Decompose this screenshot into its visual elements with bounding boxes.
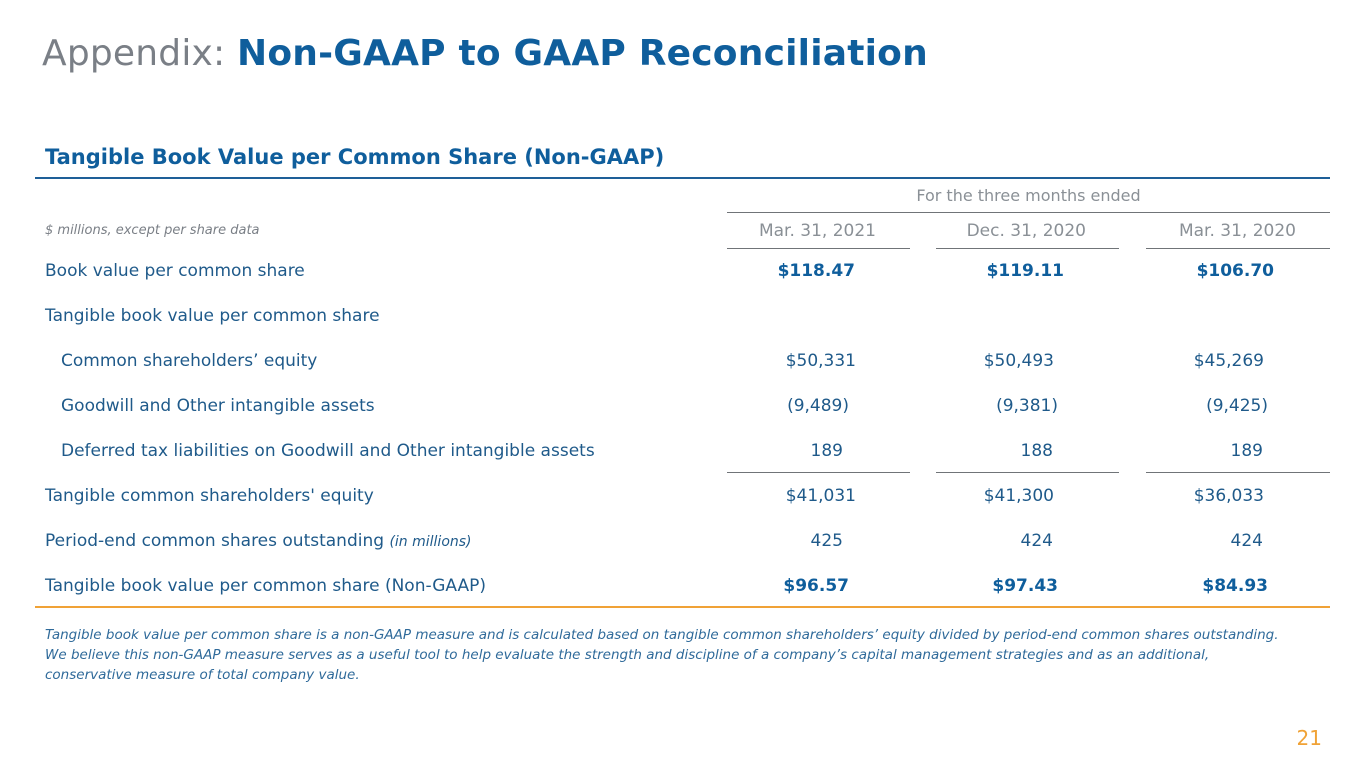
table-cell: 188 — [1020, 441, 1053, 461]
period-header-rule — [727, 212, 1330, 213]
table-cell: $41,031 — [785, 486, 856, 506]
units-note: $ millions, except per share data — [45, 223, 260, 238]
row-label-tbv-heading: Tangible book value per common share — [45, 306, 380, 326]
column-header-mar-2020: Mar. 31, 2020 — [1178, 221, 1296, 241]
subtotal-rule — [936, 472, 1119, 473]
row-label-deferred-tax: Deferred tax liabilities on Goodwill and… — [61, 441, 595, 461]
section-divider — [35, 177, 1330, 179]
table-cell: $36,033 — [1193, 486, 1264, 506]
subtotal-rule — [727, 472, 910, 473]
row-label-tangible-equity: Tangible common shareholders' equity — [45, 486, 374, 506]
page-number: 21 — [1296, 726, 1322, 750]
title-main: Non-GAAP to GAAP Reconciliation — [237, 33, 928, 74]
period-header: For the three months ended — [916, 186, 1141, 205]
table-cell: $41,300 — [983, 486, 1054, 506]
subtotal-rule — [1146, 472, 1330, 473]
table-cell: $118.47 — [777, 261, 855, 281]
row-label-goodwill: Goodwill and Other intangible assets — [61, 396, 375, 416]
table-cell: $96.57 — [783, 576, 849, 596]
section-title: Tangible Book Value per Common Share (No… — [45, 145, 665, 169]
table-cell: 424 — [1230, 531, 1263, 551]
title-prefix: Appendix: — [42, 33, 226, 74]
table-cell: $106.70 — [1196, 261, 1274, 281]
table-cell: $97.43 — [992, 576, 1058, 596]
row-label-note: (in millions) — [389, 534, 472, 550]
table-cell: $45,269 — [1193, 351, 1264, 371]
table-cell: 424 — [1020, 531, 1053, 551]
row-label-shares-outstanding: Period-end common shares outstanding (in… — [45, 531, 472, 551]
table-cell: $119.11 — [986, 261, 1064, 281]
column-rule — [1146, 248, 1330, 249]
table-cell: 425 — [810, 531, 843, 551]
page-title: Appendix: Non-GAAP to GAAP Reconciliatio… — [42, 33, 928, 74]
table-cell: 189 — [1230, 441, 1263, 461]
table-cell: (9,425) — [1206, 396, 1268, 416]
column-header-dec-2020: Dec. 31, 2020 — [966, 221, 1086, 241]
table-cell: $84.93 — [1202, 576, 1268, 596]
row-label-tbv-nongaap: Tangible book value per common share (No… — [45, 576, 487, 596]
table-cell: $50,493 — [983, 351, 1054, 371]
table-cell: (9,381) — [996, 396, 1058, 416]
table-cell: (9,489) — [787, 396, 849, 416]
row-label-text: Period-end common shares outstanding — [45, 531, 385, 551]
row-label-common-equity: Common shareholders’ equity — [61, 351, 318, 371]
column-header-mar-2021: Mar. 31, 2021 — [758, 221, 876, 241]
column-rule — [727, 248, 910, 249]
table-cell: $50,331 — [785, 351, 856, 371]
table-bottom-rule — [35, 606, 1330, 608]
column-rule — [936, 248, 1119, 249]
footnote: Tangible book value per common share is … — [45, 627, 1279, 683]
table-cell: 189 — [810, 441, 843, 461]
row-label-book-value: Book value per common share — [45, 261, 305, 281]
